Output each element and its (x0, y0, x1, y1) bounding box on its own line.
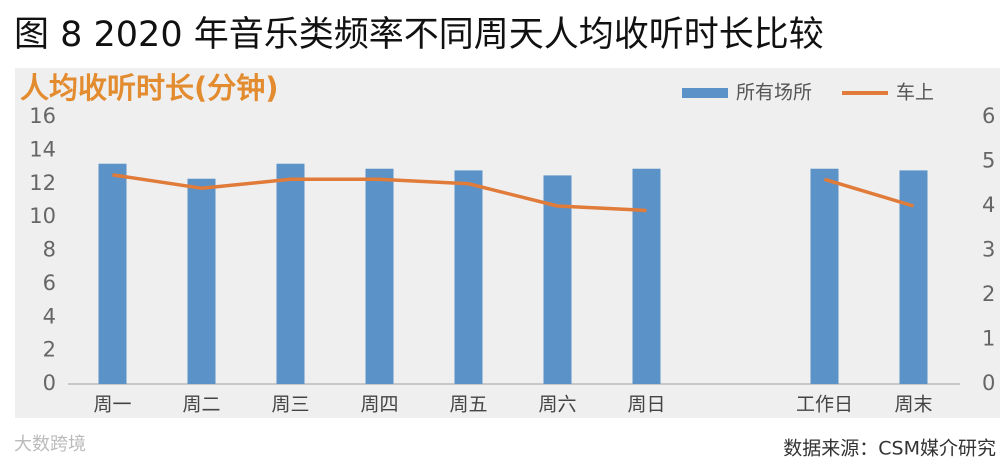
y2-tick-label: 5 (982, 149, 995, 173)
line (112, 173, 915, 213)
bar (365, 168, 394, 384)
chart-subtitle: 人均收听时长(分钟) (20, 71, 279, 105)
y2-tick-label: 1 (982, 327, 995, 351)
bar (543, 175, 572, 384)
y2-tick-label: 6 (982, 104, 995, 128)
y2-tick-label: 4 (982, 193, 995, 217)
legend-swatch (682, 88, 728, 98)
legend-label: 车上 (896, 82, 934, 104)
y-tick-label: 2 (43, 338, 56, 362)
watermark: 大数跨境 (14, 434, 86, 455)
y-tick-label: 16 (29, 104, 56, 128)
x-tick-label: 周四 (360, 394, 398, 416)
x-tick-label: 工作日 (796, 394, 853, 416)
y-tick-label: 14 (29, 137, 56, 161)
y-tick-label: 4 (43, 304, 56, 328)
x-tick-label: 周五 (449, 394, 487, 416)
bar (632, 168, 661, 384)
bar (276, 163, 305, 384)
y2-tick-label: 3 (982, 238, 995, 262)
chart-title: 图 8 2020 年音乐类频率不同周天人均收听时长比较 (14, 15, 824, 55)
plot-background (15, 68, 1000, 418)
bar (98, 163, 127, 384)
x-tick-label: 周六 (538, 394, 576, 416)
x-tick-label: 周一 (93, 394, 131, 416)
legend-label: 所有场所 (736, 82, 812, 104)
bar (810, 168, 839, 384)
x-tick-label: 周末 (894, 394, 932, 416)
y2-tick-label: 0 (982, 371, 995, 395)
y2-tick-label: 2 (982, 282, 995, 306)
x-tick-label: 周三 (271, 394, 309, 416)
y-tick-label: 12 (29, 171, 56, 195)
source-note: 数据来源：CSM媒介研究 (783, 438, 996, 460)
y-tick-label: 10 (29, 204, 56, 228)
x-tick-label: 周二 (182, 394, 220, 416)
bar (454, 170, 483, 384)
x-tick-label: 周日 (627, 394, 665, 416)
y-tick-label: 6 (43, 271, 56, 295)
bar (187, 178, 216, 384)
y-tick-label: 0 (43, 371, 56, 395)
y-tick-label: 8 (43, 238, 56, 262)
